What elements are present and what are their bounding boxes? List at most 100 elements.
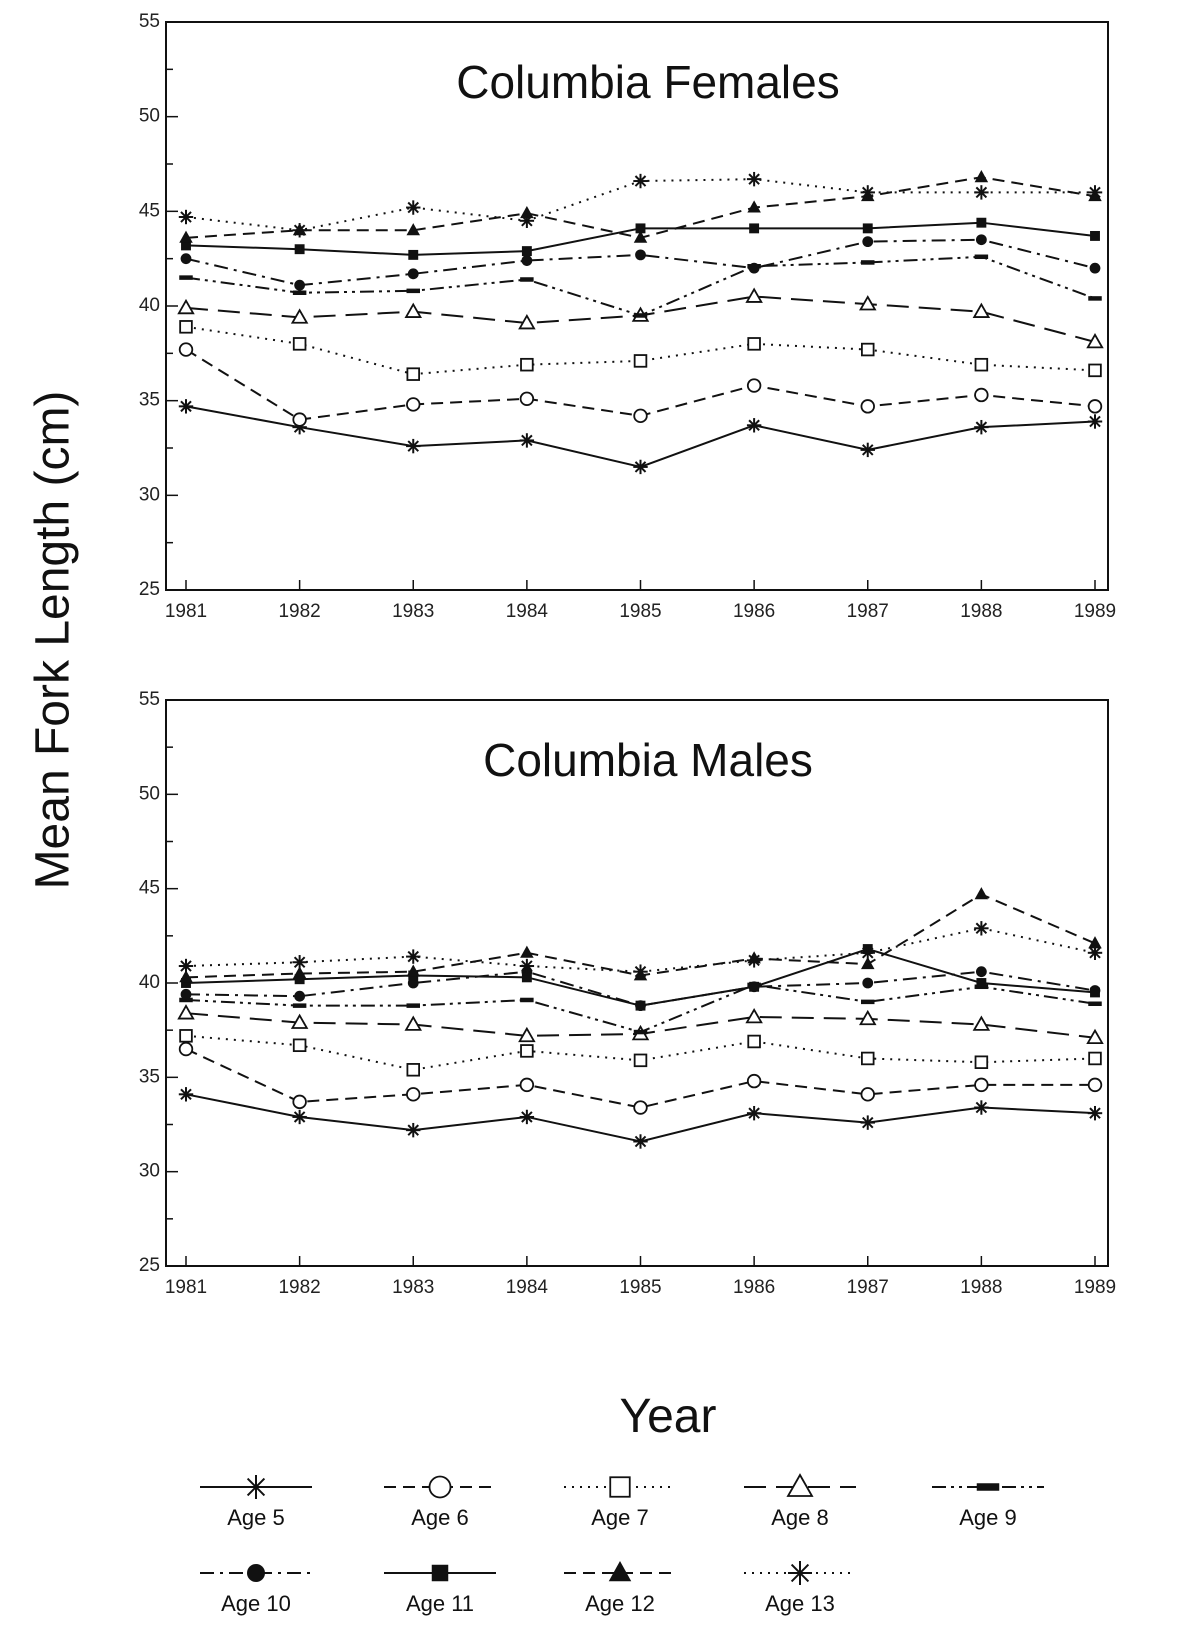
data-point (406, 964, 420, 977)
chart-panels: 25 30 35 40 45 50 55 1981 1982 1983 1984 1985 1986 19… (139, 11, 1116, 1298)
data-point (860, 442, 875, 458)
data-point (1087, 414, 1103, 429)
series-age-10 (180, 234, 1101, 291)
data-point (635, 249, 646, 261)
data-point (521, 972, 532, 983)
data-point (975, 234, 987, 246)
data-point (974, 419, 989, 435)
series-age-6 (178, 342, 1103, 427)
data-point (858, 295, 877, 311)
data-point (292, 955, 307, 970)
data-point (749, 981, 760, 992)
x-tick-label: 1988 (960, 601, 1002, 622)
data-point (858, 1009, 877, 1026)
data-point (746, 1073, 762, 1089)
legend-entry-age-7: Age 7 (564, 1476, 676, 1530)
data-point (290, 1013, 309, 1029)
data-point (292, 1109, 307, 1125)
series-age-7 (179, 1029, 1102, 1077)
data-point (519, 958, 535, 974)
data-point (635, 1000, 646, 1011)
x-tick-label: 1986 (733, 601, 775, 622)
y-tick-label: 55 (139, 11, 160, 32)
data-point (633, 1100, 648, 1115)
x-tick-label: 1985 (619, 601, 661, 622)
data-point (749, 223, 760, 234)
legend-marker (428, 1475, 452, 1499)
data-point (974, 170, 989, 183)
series-age-13 (178, 921, 1103, 979)
data-point (633, 964, 648, 979)
data-point (633, 1053, 648, 1068)
data-point (860, 399, 875, 414)
y-tick-label: 40 (139, 295, 160, 316)
x-tick-label: 1987 (847, 1277, 889, 1298)
series-age-13 (178, 171, 1103, 238)
x-tick-label: 1985 (619, 1277, 661, 1298)
data-point (862, 223, 873, 234)
data-point (406, 1003, 420, 1008)
x-tick-label: 1981 (165, 1277, 207, 1298)
data-point (972, 1015, 991, 1031)
data-point (179, 275, 193, 280)
data-point (1089, 262, 1101, 274)
data-point (633, 1029, 648, 1035)
data-point (519, 1109, 535, 1125)
series-line (185, 970, 1096, 1007)
legend-marker (608, 1561, 632, 1582)
data-point (747, 1034, 761, 1049)
data-point (290, 308, 309, 324)
data-point (521, 246, 532, 257)
data-point (408, 249, 419, 260)
data-point (179, 320, 193, 334)
legend-label: Age 8 (771, 1505, 829, 1530)
series-line (185, 238, 1096, 287)
data-point (179, 997, 193, 1003)
data-point (519, 213, 535, 228)
legend-entry-age-12: Age 12 (564, 1561, 676, 1616)
data-point (406, 949, 421, 964)
data-point (406, 397, 421, 412)
series-age-8 (177, 1004, 1104, 1045)
data-point (745, 287, 763, 303)
data-point (862, 977, 874, 989)
x-tick-label: 1981 (165, 601, 207, 622)
data-point (294, 990, 306, 1002)
legend-entry-age-8: Age 8 (744, 1473, 856, 1530)
panel-title: Columbia Females (456, 56, 839, 108)
data-point (294, 974, 305, 985)
data-point (974, 357, 989, 372)
x-tick-label: 1989 (1074, 1277, 1116, 1298)
panel-title: Columbia Males (483, 734, 813, 786)
legend-entry-age-5: Age 5 (200, 1475, 312, 1530)
legend-marker (609, 1476, 631, 1498)
y-tick-label: 25 (139, 1255, 160, 1276)
data-point (974, 921, 989, 936)
y-tick-label: 50 (139, 783, 160, 804)
data-point (292, 966, 307, 979)
data-point (178, 958, 194, 974)
y-axis-title: Mean Fork Length (cm) (27, 391, 80, 890)
data-point (1087, 945, 1103, 961)
panel-columbia-males: 25 30 35 40 45 50 55 1981 1982 1983 1984 1985 1986 19… (139, 689, 1116, 1298)
data-point (292, 1094, 307, 1110)
legend-entry-age-9: Age 9 (932, 1483, 1044, 1530)
legend-entry-age-6: Age 6 (384, 1475, 496, 1530)
data-point (520, 997, 534, 1003)
data-point (178, 399, 194, 414)
series-age-7 (179, 320, 1102, 381)
data-point (406, 1063, 420, 1077)
x-tick-label: 1982 (278, 601, 320, 622)
legend-label: Age 12 (585, 1591, 655, 1616)
data-point (861, 999, 875, 1005)
data-point (292, 223, 307, 238)
data-point (746, 1105, 762, 1121)
y-tick-label: 25 (139, 579, 160, 600)
y-tick-label: 40 (139, 972, 160, 993)
data-point (518, 1026, 536, 1043)
data-point (1088, 1001, 1102, 1007)
data-point (1090, 987, 1100, 998)
x-tick-label: 1989 (1074, 601, 1116, 622)
data-point (1088, 1051, 1102, 1066)
